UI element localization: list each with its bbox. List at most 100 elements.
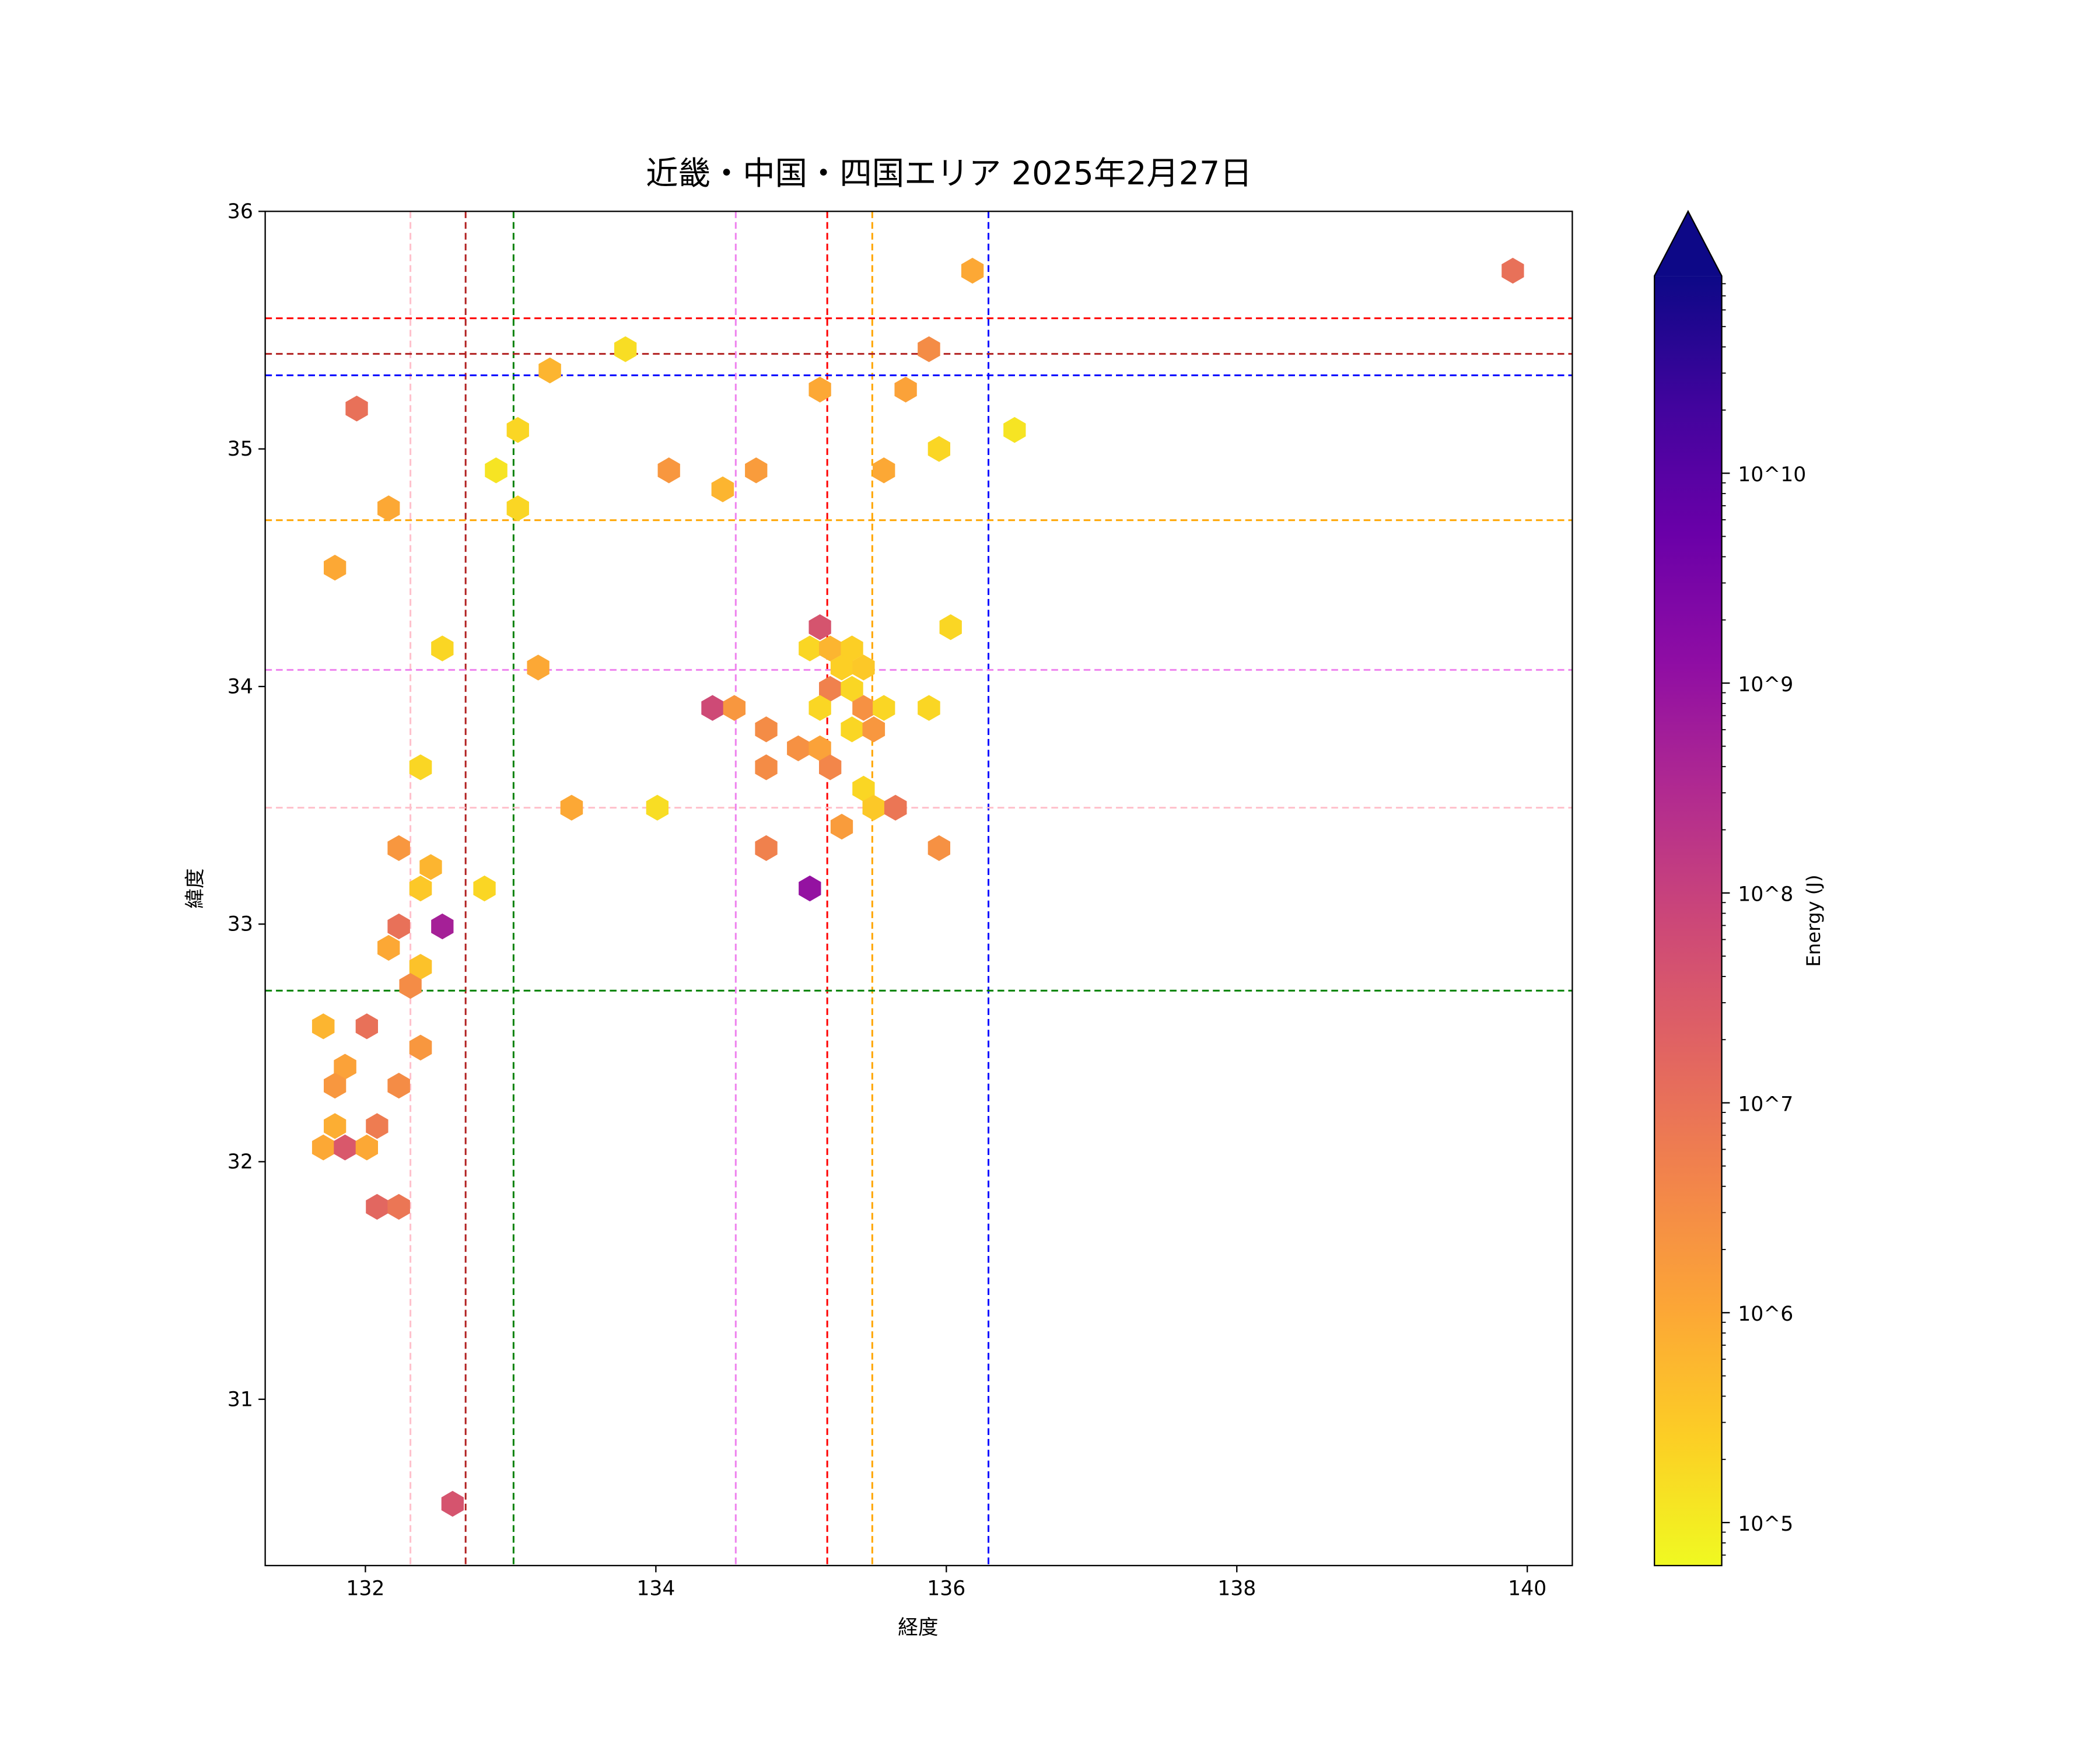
colorbar-tick-label: 10^8 — [1738, 883, 1793, 907]
hexbin-cell — [355, 1013, 378, 1040]
hexbin-cell — [894, 376, 917, 402]
hexbin-cell — [799, 875, 821, 902]
x-tick-label: 138 — [1217, 1577, 1256, 1601]
hexbin-cell — [324, 555, 346, 581]
hexbin-cell — [841, 716, 863, 743]
hexbin-cell — [961, 257, 984, 284]
hexbin-cell — [939, 614, 962, 640]
plot-area — [265, 211, 1573, 1566]
y-tick-label: 36 — [228, 200, 253, 223]
hexbin-cell — [387, 1194, 410, 1220]
hexbin-cell — [862, 794, 886, 821]
hexbin-cell — [755, 716, 778, 743]
x-tick-label: 132 — [346, 1577, 384, 1601]
hexbin-cell — [355, 1134, 378, 1161]
y-tick-label: 34 — [228, 675, 253, 698]
hexbin-cell — [755, 754, 778, 780]
hexbin-cell — [819, 676, 842, 702]
hexbin-cell — [819, 754, 842, 780]
hexbin-cell — [1502, 257, 1524, 284]
y-axis-label: 緯度 — [184, 868, 207, 908]
colorbar-extend-triangle — [1654, 211, 1722, 276]
hexbin-cell — [409, 1034, 432, 1060]
hexbin-cell — [419, 854, 442, 880]
hexbin-cell — [409, 875, 432, 902]
colorbar-outline — [1653, 209, 1723, 1566]
hexbin-cell — [841, 676, 863, 702]
y-tick-label: 33 — [228, 913, 253, 936]
hexbin-cell — [473, 875, 496, 902]
colorbar-tick-label: 10^10 — [1738, 463, 1806, 487]
hexbin-cell — [324, 1113, 346, 1139]
hexbin-cell — [808, 735, 831, 761]
hexbin-cell — [409, 754, 432, 780]
hexbin-cell — [345, 396, 368, 422]
hexbin-cell — [377, 495, 400, 522]
chart-title: 近畿・中国・四国エリア 2025年2月27日 — [646, 155, 1252, 192]
hexbin-cell — [312, 1134, 335, 1161]
hexbin-cell — [485, 457, 508, 484]
hexbin-cell — [918, 336, 940, 362]
hexbin-cell — [873, 695, 895, 721]
hexbin-cell — [787, 735, 810, 761]
hexbin-cell — [657, 457, 680, 484]
colorbar-tick-label: 10^6 — [1738, 1303, 1793, 1326]
hexbin-cell — [506, 495, 529, 522]
hexbin-cell — [745, 457, 768, 484]
hexbin-cell — [928, 436, 950, 462]
hexbin-cell — [646, 794, 668, 821]
hexbin-cell — [324, 1073, 346, 1099]
x-axis: 132 134 136 138 140 — [346, 1565, 1546, 1601]
hexbin-cell — [506, 416, 529, 443]
hexbin-cell — [808, 376, 831, 402]
hexbin-cell — [387, 914, 410, 940]
hexbin-cell — [527, 654, 550, 681]
hexbin-cell — [312, 1013, 335, 1040]
hexbin-cell — [799, 635, 821, 662]
colorbar-gradient — [1654, 276, 1722, 1566]
hexbin-cell — [538, 357, 561, 384]
hexbin-cell — [441, 1490, 464, 1517]
hexbin-cell — [819, 635, 842, 662]
hexbin-cell — [377, 935, 400, 961]
y-axis: 31 32 33 34 35 36 — [228, 200, 265, 1411]
colorbar-tick-label: 10^9 — [1738, 673, 1793, 696]
x-axis-label: 経度 — [898, 1616, 938, 1640]
hexbin-cell — [755, 835, 778, 861]
x-tick-label: 140 — [1508, 1577, 1546, 1601]
hexbin-cell — [918, 695, 940, 721]
y-tick-label: 31 — [228, 1388, 253, 1411]
hexbin-cell — [808, 695, 831, 721]
hexbin-cell — [366, 1194, 388, 1220]
plot-frame — [264, 211, 1573, 1566]
hexbin-cell — [387, 1073, 410, 1099]
hexbin-cell — [334, 1134, 356, 1161]
hexbin-cell — [701, 695, 724, 721]
hexbin-cell — [852, 654, 875, 681]
hexbin-cell — [884, 794, 907, 821]
hexbin-cell — [431, 635, 454, 662]
hexbin-cell — [830, 654, 853, 681]
hexbin-cell — [852, 775, 875, 802]
hexbin-cell — [1003, 416, 1026, 443]
hexbin-cell — [409, 954, 432, 980]
hexbin-cell — [852, 695, 875, 721]
hexbin-cell — [862, 716, 886, 743]
x-tick-label: 134 — [636, 1577, 675, 1601]
hexbin-cell — [399, 973, 422, 999]
colorbar: 10^5 10^6 10^7 10^8 10^9 10^10 — [1653, 209, 1806, 1566]
hexbin-cell — [614, 336, 637, 362]
hexbin-cell — [387, 835, 410, 861]
hexbin-cell — [841, 635, 863, 662]
hexbin-cell — [808, 614, 831, 640]
hexbin-cell — [560, 794, 583, 821]
colorbar-tick-label: 10^5 — [1738, 1513, 1793, 1536]
colorbar-label: Energy (J) — [1803, 874, 1825, 967]
hexbin-cell — [366, 1113, 388, 1139]
colorbar-tick-label: 10^7 — [1738, 1093, 1793, 1116]
y-tick-label: 35 — [228, 438, 253, 461]
hexbin-cell — [711, 476, 734, 502]
hexbin-cell — [723, 695, 746, 721]
x-tick-label: 136 — [927, 1577, 965, 1601]
